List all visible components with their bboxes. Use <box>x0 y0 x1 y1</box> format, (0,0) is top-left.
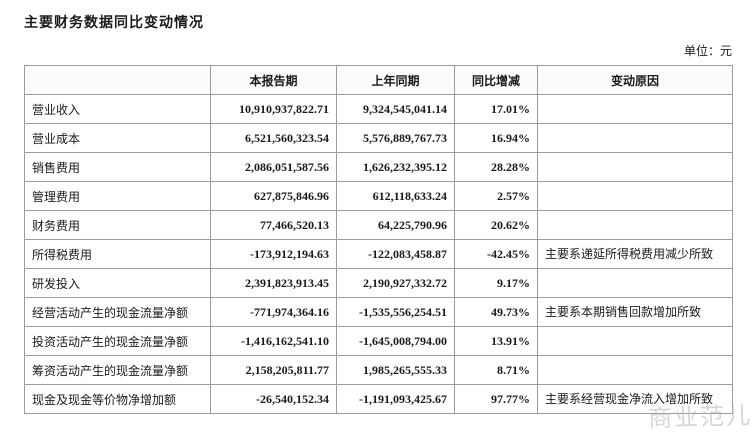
prior-period-cell: -1,191,093,425.67 <box>336 384 455 414</box>
yoy-change-cell: 17.01% <box>454 94 538 124</box>
change-reason-cell <box>537 123 733 153</box>
table-row: 所得税费用 -173,912,194.63 -122,083,458.87 -42.4… <box>24 239 733 269</box>
prior-period-cell: 1,985,265,555.33 <box>336 355 455 385</box>
table-row: 研发投入 2,391,823,913.45 2,190,927,332.72 9.17… <box>24 268 733 298</box>
header-change-reason: 变动原因 <box>537 65 733 95</box>
header-row-label <box>24 65 211 95</box>
prior-period-cell: 64,225,790.96 <box>336 210 455 240</box>
change-reason-cell: 主要系递延所得税费用减少所致 <box>537 239 733 269</box>
change-reason-cell <box>537 152 733 182</box>
prior-period-cell: 9,324,545,041.14 <box>336 94 455 124</box>
page-title: 主要财务数据同比变动情况 <box>24 16 204 31</box>
yoy-change-cell: -42.45% <box>454 239 538 269</box>
yoy-change-cell: 97.77% <box>454 384 538 414</box>
unit-label: 单位：元 <box>683 44 732 58</box>
change-reason-cell: 主要系经营现金净流入增加所致 <box>537 384 733 414</box>
prior-period-cell: 2,190,927,332.72 <box>336 268 455 298</box>
current-period-cell: -1,416,162,541.10 <box>210 326 337 356</box>
financial-table: 本报告期 上年同期 同比增减 变动原因 营业收入 10,910,937,822.7… <box>24 65 733 414</box>
prior-period-cell: -1,535,556,254.51 <box>336 297 455 327</box>
table-row: 现金及现金等价物净增加额 -26,540,152.34 -1,191,093,425… <box>24 384 733 414</box>
yoy-change-cell: 16.94% <box>454 123 538 153</box>
yoy-change-cell: 28.28% <box>454 152 538 182</box>
row-label-cell: 管理费用 <box>24 181 211 211</box>
current-period-cell: 10,910,937,822.71 <box>210 94 337 124</box>
table-row: 财务费用 77,466,520.13 64,225,790.96 20.62% <box>24 210 733 240</box>
row-label-cell: 筹资活动产生的现金流量净额 <box>24 355 211 385</box>
table-body: 营业收入 10,910,937,822.71 9,324,545,041.14 17.… <box>24 94 733 414</box>
table-row: 经营活动产生的现金流量净额 -771,974,364.16 -1,535,556,2… <box>24 297 733 327</box>
header-prior-period: 上年同期 <box>336 65 455 95</box>
row-label-cell: 营业收入 <box>24 94 211 124</box>
change-reason-cell <box>537 181 733 211</box>
table-row: 投资活动产生的现金流量净额 -1,416,162,541.10 -1,645,008… <box>24 326 733 356</box>
current-period-cell: -771,974,364.16 <box>210 297 337 327</box>
prior-period-cell: 5,576,889,767.73 <box>336 123 455 153</box>
current-period-cell: -26,540,152.34 <box>210 384 337 414</box>
current-period-cell: 77,466,520.13 <box>210 210 337 240</box>
table-row: 销售费用 2,086,051,587.56 1,626,232,395.12 28.2… <box>24 152 733 182</box>
change-reason-cell <box>537 326 733 356</box>
document-page: 主要财务数据同比变动情况 单位：元 本报告期 上年同期 同比增减 变动原因 营业… <box>24 16 733 414</box>
current-period-cell: 6,521,560,323.54 <box>210 123 337 153</box>
header-current-period: 本报告期 <box>210 65 337 95</box>
prior-period-cell: -122,083,458.87 <box>336 239 455 269</box>
row-label-cell: 营业成本 <box>24 123 211 153</box>
current-period-cell: 2,158,205,811.77 <box>210 355 337 385</box>
row-label-cell: 所得税费用 <box>24 239 211 269</box>
yoy-change-cell: 49.73% <box>454 297 538 327</box>
table-header-row: 本报告期 上年同期 同比增减 变动原因 <box>24 65 733 95</box>
table-row: 筹资活动产生的现金流量净额 2,158,205,811.77 1,985,265,5… <box>24 355 733 385</box>
yoy-change-cell: 2.57% <box>454 181 538 211</box>
row-label-cell: 现金及现金等价物净增加额 <box>24 384 211 414</box>
table-row: 营业成本 6,521,560,323.54 5,576,889,767.73 16.9… <box>24 123 733 153</box>
row-label-cell: 经营活动产生的现金流量净额 <box>24 297 211 327</box>
prior-period-cell: 612,118,633.24 <box>336 181 455 211</box>
prior-period-cell: -1,645,008,794.00 <box>336 326 455 356</box>
yoy-change-cell: 9.17% <box>454 268 538 298</box>
current-period-cell: 2,391,823,913.45 <box>210 268 337 298</box>
current-period-cell: 627,875,846.96 <box>210 181 337 211</box>
table-row: 管理费用 627,875,846.96 612,118,633.24 2.57% <box>24 181 733 211</box>
current-period-cell: -173,912,194.63 <box>210 239 337 269</box>
yoy-change-cell: 8.71% <box>454 355 538 385</box>
prior-period-cell: 1,626,232,395.12 <box>336 152 455 182</box>
current-period-cell: 2,086,051,587.56 <box>210 152 337 182</box>
yoy-change-cell: 20.62% <box>454 210 538 240</box>
change-reason-cell <box>537 94 733 124</box>
table-row: 营业收入 10,910,937,822.71 9,324,545,041.14 17.… <box>24 94 733 124</box>
yoy-change-cell: 13.91% <box>454 326 538 356</box>
change-reason-cell: 主要系本期销售回款增加所致 <box>537 297 733 327</box>
row-label-cell: 财务费用 <box>24 210 211 240</box>
change-reason-cell <box>537 268 733 298</box>
row-label-cell: 销售费用 <box>24 152 211 182</box>
row-label-cell: 研发投入 <box>24 268 211 298</box>
header-yoy-change: 同比增减 <box>454 65 538 95</box>
change-reason-cell <box>537 355 733 385</box>
change-reason-cell <box>537 210 733 240</box>
row-label-cell: 投资活动产生的现金流量净额 <box>24 326 211 356</box>
